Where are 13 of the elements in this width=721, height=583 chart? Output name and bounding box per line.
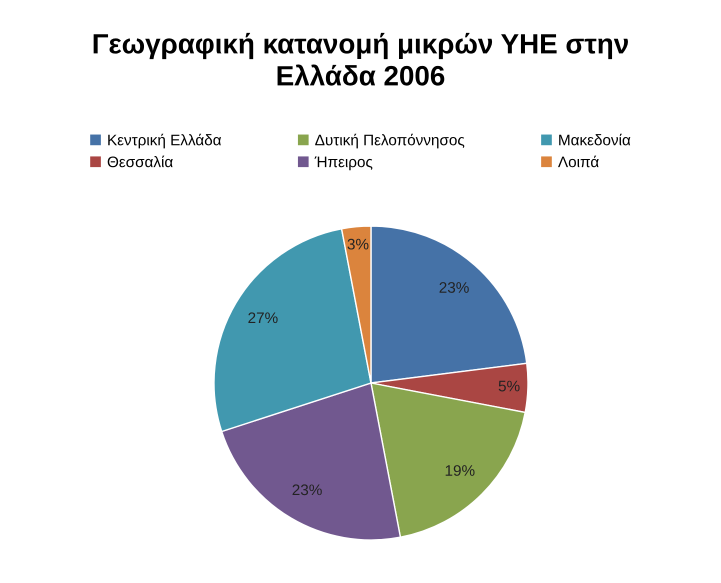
data-label: 19% [446, 465, 475, 476]
data-label: 23% [440, 282, 469, 293]
data-label: 23% [292, 484, 322, 496]
data-label: 3% [348, 238, 368, 250]
legend-label: Κεντρική Ελλάδα [108, 134, 222, 148]
chart-title: Γεωγραφική κατανομή μικρών ΥΗΕ στην Ελλάδα 2006 [94, 32, 628, 86]
legend-label: Θεσσαλία [108, 156, 173, 168]
legend-label: Ήπειρος [314, 156, 372, 170]
data-label: 5% [498, 380, 520, 392]
legend-label: Λοιπά [558, 156, 599, 168]
data-label: 27% [248, 312, 278, 324]
legend-label: Μακεδονία [559, 134, 630, 146]
legend-label: Δυτική Πελοπόννησος [315, 134, 464, 148]
